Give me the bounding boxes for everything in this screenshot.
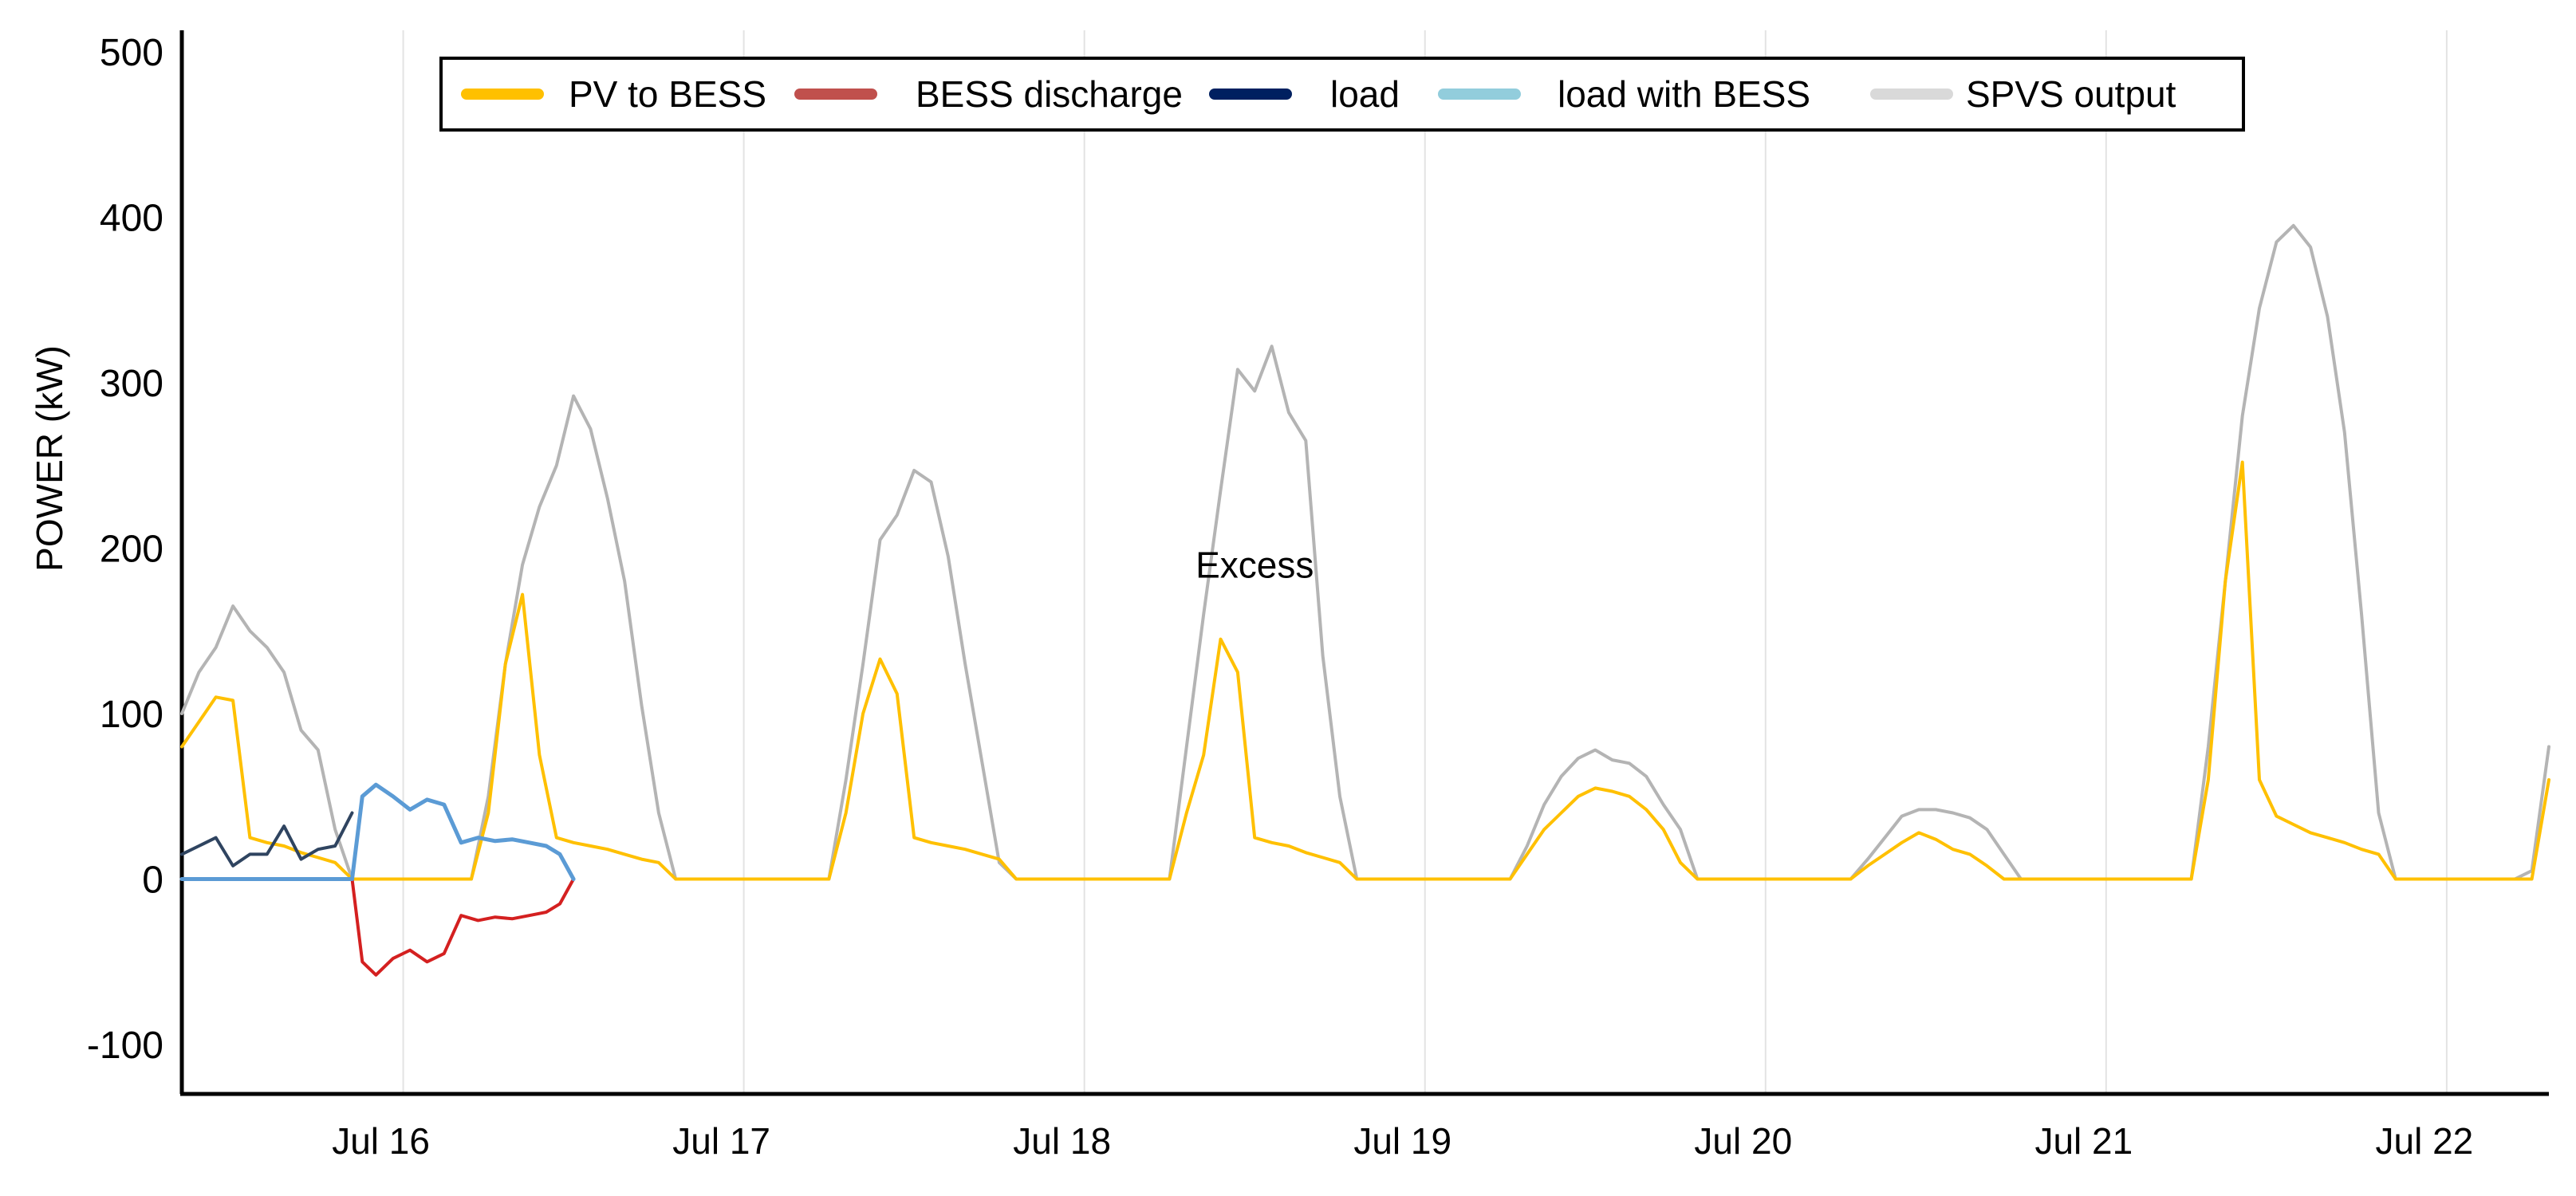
series-lines [179,223,2550,977]
annotation-excess: Excess [1195,544,1314,585]
x-tick-label-jul-16: Jul 16 [332,1120,430,1162]
legend-entry-spvs-output: SPVS output [1870,73,2176,115]
series-line-bess-discharge [350,877,576,977]
x-tick-label-jul-20: Jul 20 [1694,1120,1792,1162]
legend-label-pv-to-bess: PV to BESS [569,73,766,115]
y-tick-label-400: 400 [100,198,163,240]
y-tick-label-0: 0 [142,860,163,902]
x-tick-label-jul-17: Jul 17 [672,1120,770,1162]
y-tick-label-300: 300 [100,363,163,405]
x-tick-label-jul-21: Jul 21 [2034,1120,2133,1162]
x-tick-labels: Jul 16 Jul 17 Jul 18 Jul 19 Jul 20 Jul 21 Jul … [332,1120,2473,1162]
legend-label-load: load [1330,73,1400,115]
legend: PV to BESS BESS discharge load load with… [439,57,2245,132]
axes [179,30,2549,1096]
legend-entry-bess-discharge: BESS discharge [794,73,1183,115]
series-line-spvs-output [180,223,2550,881]
y-axis-title: POWER (kW) [29,345,70,572]
y-tick-labels: 500 400 300 200 100 0 -100 [87,32,163,1067]
series-line-pv-to-bess [180,460,2550,881]
x-tick-label-jul-18: Jul 18 [1013,1120,1111,1162]
series-line-load [180,811,354,867]
x-tick-label-jul-22: Jul 22 [2376,1120,2474,1162]
legend-entry-load-with-bess: load with BESS [1438,73,1810,115]
legend-label-load-with-bess: load with BESS [1558,73,1810,115]
legend-entry-pv-to-bess: PV to BESS [461,73,766,115]
y-tick-label-200: 200 [100,529,163,571]
y-tick-label-100: -100 [87,1025,163,1067]
legend-label-spvs-output: SPVS output [1966,73,2176,115]
vertical-gridlines [402,30,2448,1094]
series-line-load-with-bess [179,782,576,881]
x-tick-label-jul-19: Jul 19 [1353,1120,1451,1162]
legend-entry-load: load [1209,73,1400,115]
y-tick-label-500: 500 [100,32,163,74]
y-tick-label-100: 100 [100,694,163,736]
legend-label-bess-discharge: BESS discharge [916,73,1183,115]
